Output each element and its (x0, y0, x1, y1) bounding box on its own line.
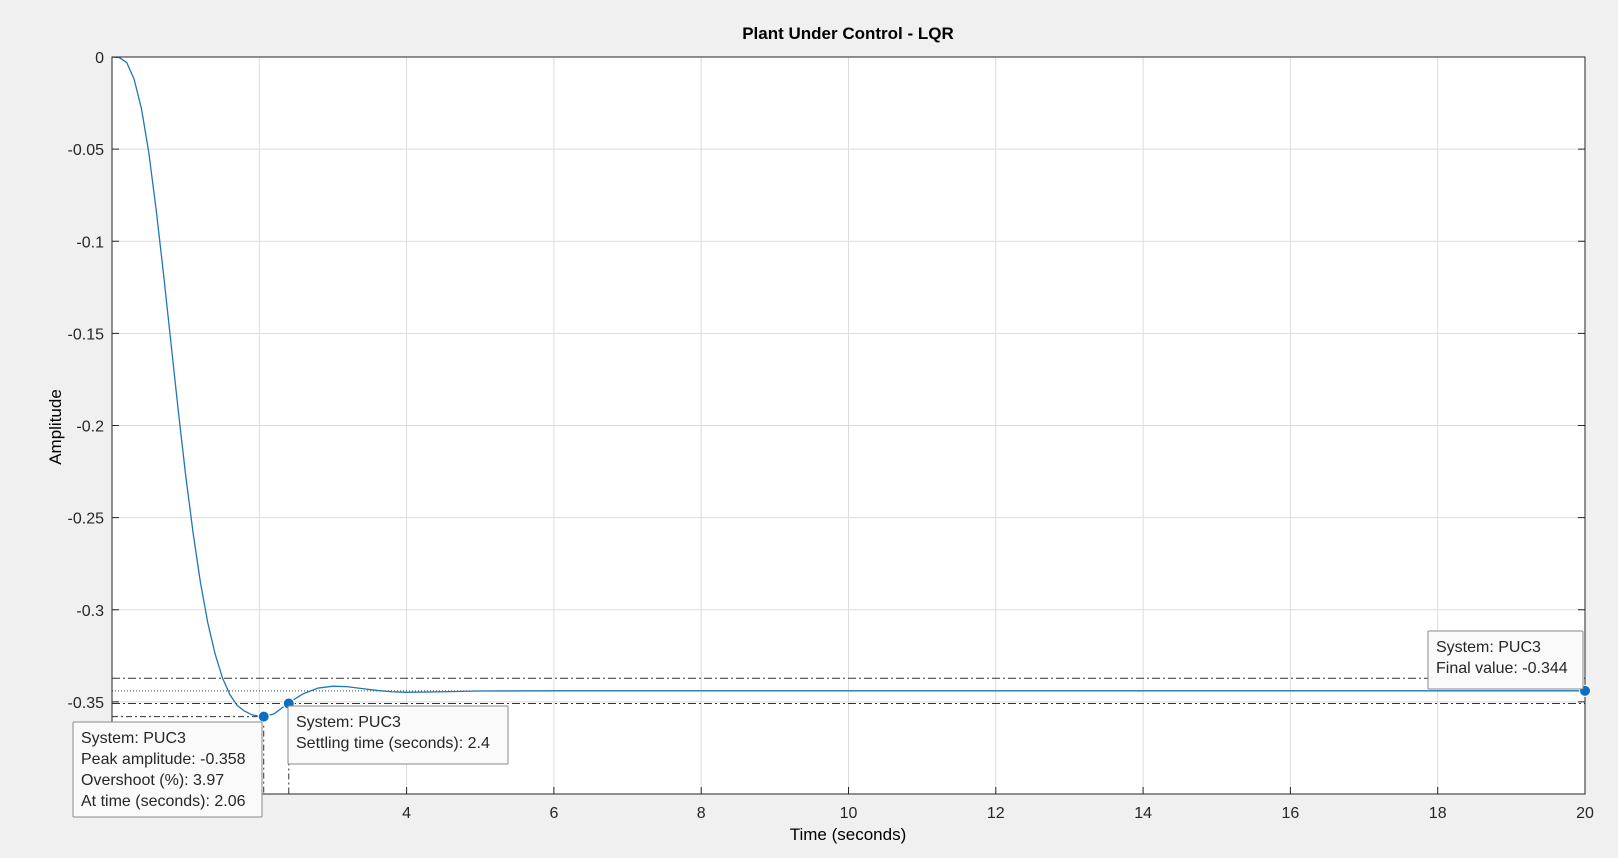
annotation-box (1427, 630, 1584, 690)
y-tick-label: -0.15 (68, 326, 105, 343)
chart-title: Plant Under Control - LQR (742, 24, 954, 43)
y-tick-label: -0.35 (68, 695, 105, 712)
x-tick-label: 20 (1576, 805, 1594, 822)
y-tick-label: -0.3 (76, 603, 104, 620)
x-tick-label: 4 (402, 805, 411, 822)
y-tick-label: -0.2 (76, 419, 104, 436)
annotation-box (72, 721, 263, 818)
y-tick-label: -0.25 (68, 511, 105, 528)
annotation-boxes: System: PUC3 Peak amplitude: -0.358 Oversh… (72, 630, 1584, 818)
x-tick-label: 14 (1134, 805, 1152, 822)
annotation-text: Settling time (seconds): 2.4 (296, 735, 490, 752)
x-tick-label: 6 (549, 805, 558, 822)
annotation-text: At time (seconds): 2.06 (81, 793, 246, 810)
x-tick-label: 8 (697, 805, 706, 822)
data-marker (257, 710, 270, 723)
y-tick-label: -0.05 (68, 142, 105, 159)
x-tick-label: 16 (1282, 805, 1300, 822)
annotation-text: System: PUC3 (1436, 639, 1541, 656)
y-tick-label: 0 (95, 50, 104, 67)
annotation-box (287, 705, 509, 765)
x-axis-label: Time (seconds) (790, 825, 907, 844)
annotation-text: System: PUC3 (81, 730, 186, 747)
x-tick-label: 12 (987, 805, 1005, 822)
y-tick-label: -0.1 (76, 234, 104, 251)
y-axis-label: Amplitude (46, 389, 65, 465)
x-tick-label: 18 (1429, 805, 1447, 822)
x-tick-label: 10 (840, 805, 858, 822)
annotation-text: Final value: -0.344 (1436, 660, 1568, 677)
annotation-text: System: PUC3 (296, 714, 401, 731)
annotation-text: Peak amplitude: -0.358 (81, 751, 246, 768)
annotation-text: Overshoot (%): 3.97 (81, 772, 224, 789)
axis-ticks: 4 6 8 10 12 14 16 18 20 0 -0.05 -0.1 -0.15 -0.2 -0.25 -… (68, 50, 1594, 822)
